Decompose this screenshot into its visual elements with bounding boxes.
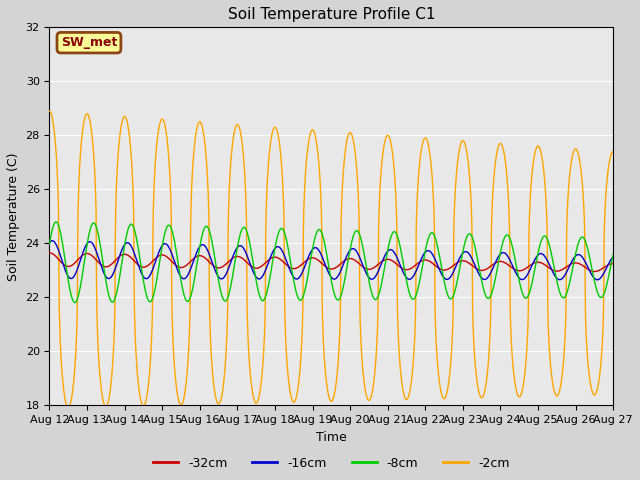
X-axis label: Time: Time	[316, 431, 347, 444]
Y-axis label: Soil Temperature (C): Soil Temperature (C)	[7, 152, 20, 281]
Title: Soil Temperature Profile C1: Soil Temperature Profile C1	[228, 7, 435, 22]
Legend: -32cm, -16cm, -8cm, -2cm: -32cm, -16cm, -8cm, -2cm	[148, 452, 515, 475]
Text: SW_met: SW_met	[61, 36, 117, 49]
